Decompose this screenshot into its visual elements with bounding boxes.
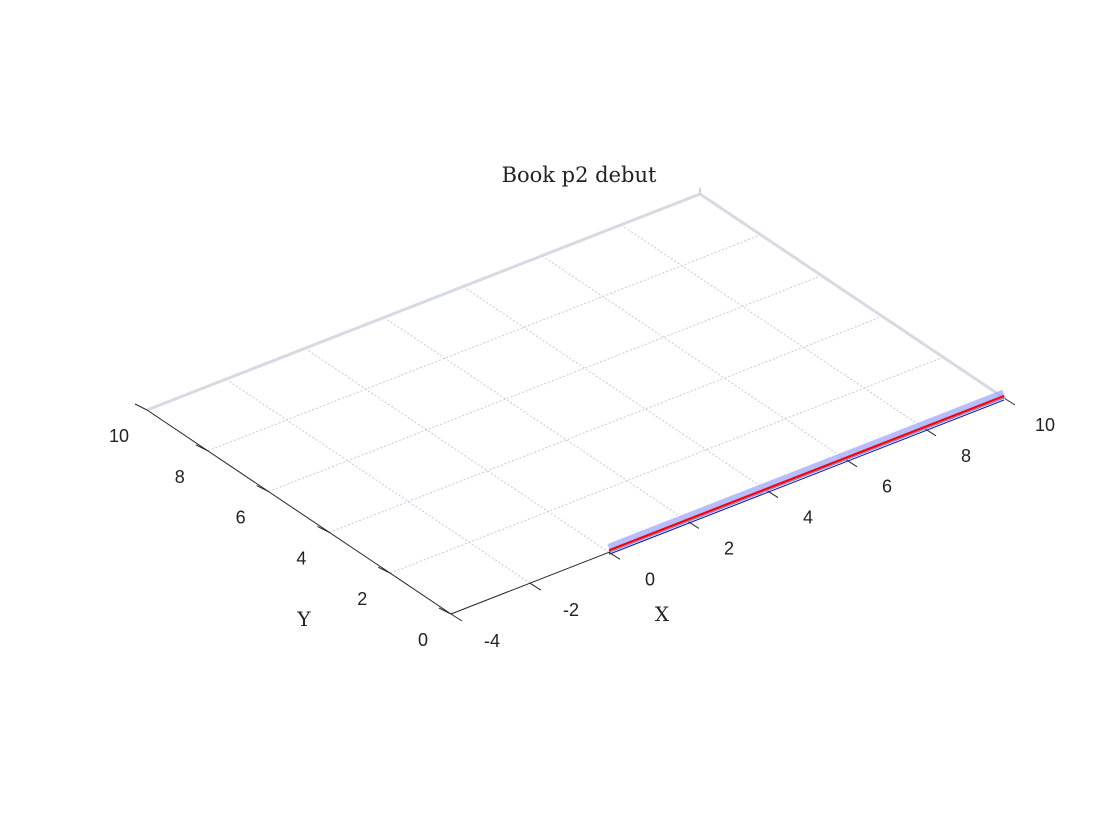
x-tick-label: 4 xyxy=(803,508,813,528)
x-tick-label: -4 xyxy=(484,631,500,651)
x-tick-label: 6 xyxy=(882,477,892,497)
y-tick-mark xyxy=(438,607,452,615)
grid-line-x xyxy=(620,224,926,430)
x-tick-label: 2 xyxy=(724,538,734,558)
chart-title: Book p2 debut xyxy=(502,163,657,187)
axes xyxy=(134,397,1016,622)
x-tick-label: 10 xyxy=(1035,415,1055,435)
grid-lines xyxy=(146,188,1005,615)
y-tick-label: 0 xyxy=(418,630,428,650)
grid-line-x xyxy=(383,317,689,522)
y-tick-mark xyxy=(317,525,330,533)
grid-line-y xyxy=(329,315,883,533)
grid-line-x xyxy=(462,286,768,491)
y-tick-label: 8 xyxy=(175,467,185,487)
x-tick-mark xyxy=(529,582,542,591)
y-tick-label: 6 xyxy=(236,508,246,528)
y-tick-label: 10 xyxy=(109,426,129,446)
grid-line-x xyxy=(304,347,610,553)
series-line-1 xyxy=(607,389,1006,553)
y-tick-label: 2 xyxy=(357,589,367,609)
y-axis-label: Y xyxy=(296,607,311,631)
grid-line-y xyxy=(268,275,822,493)
x-tick-label: -2 xyxy=(563,600,579,620)
y-axis-line xyxy=(146,409,452,615)
y-tick-mark xyxy=(256,485,269,493)
box-edge-back xyxy=(146,192,701,412)
series-line-3 xyxy=(608,399,1005,555)
x-tick-mark xyxy=(450,613,463,622)
y-tick-mark xyxy=(195,444,209,452)
grid-line-y xyxy=(207,234,761,452)
x-tick-label: 8 xyxy=(961,446,971,466)
y-tick-mark xyxy=(377,566,391,574)
x-tick-mark xyxy=(1003,397,1016,406)
box-edge-right xyxy=(699,192,1005,400)
x-tick-label: 0 xyxy=(645,569,655,589)
y-tick-label: 4 xyxy=(296,548,306,568)
tick-labels: -4 -2 0 2 4 6 8 10 0 2 4 6 8 10 xyxy=(109,415,1055,651)
x-axis-label: X xyxy=(655,602,670,626)
series-line-2 xyxy=(608,394,1005,552)
y-tick-mark xyxy=(134,403,148,411)
grid-line-y xyxy=(390,356,944,574)
data-series xyxy=(607,389,1006,555)
grid-line-x xyxy=(541,255,847,461)
grid-line-x xyxy=(225,378,531,584)
